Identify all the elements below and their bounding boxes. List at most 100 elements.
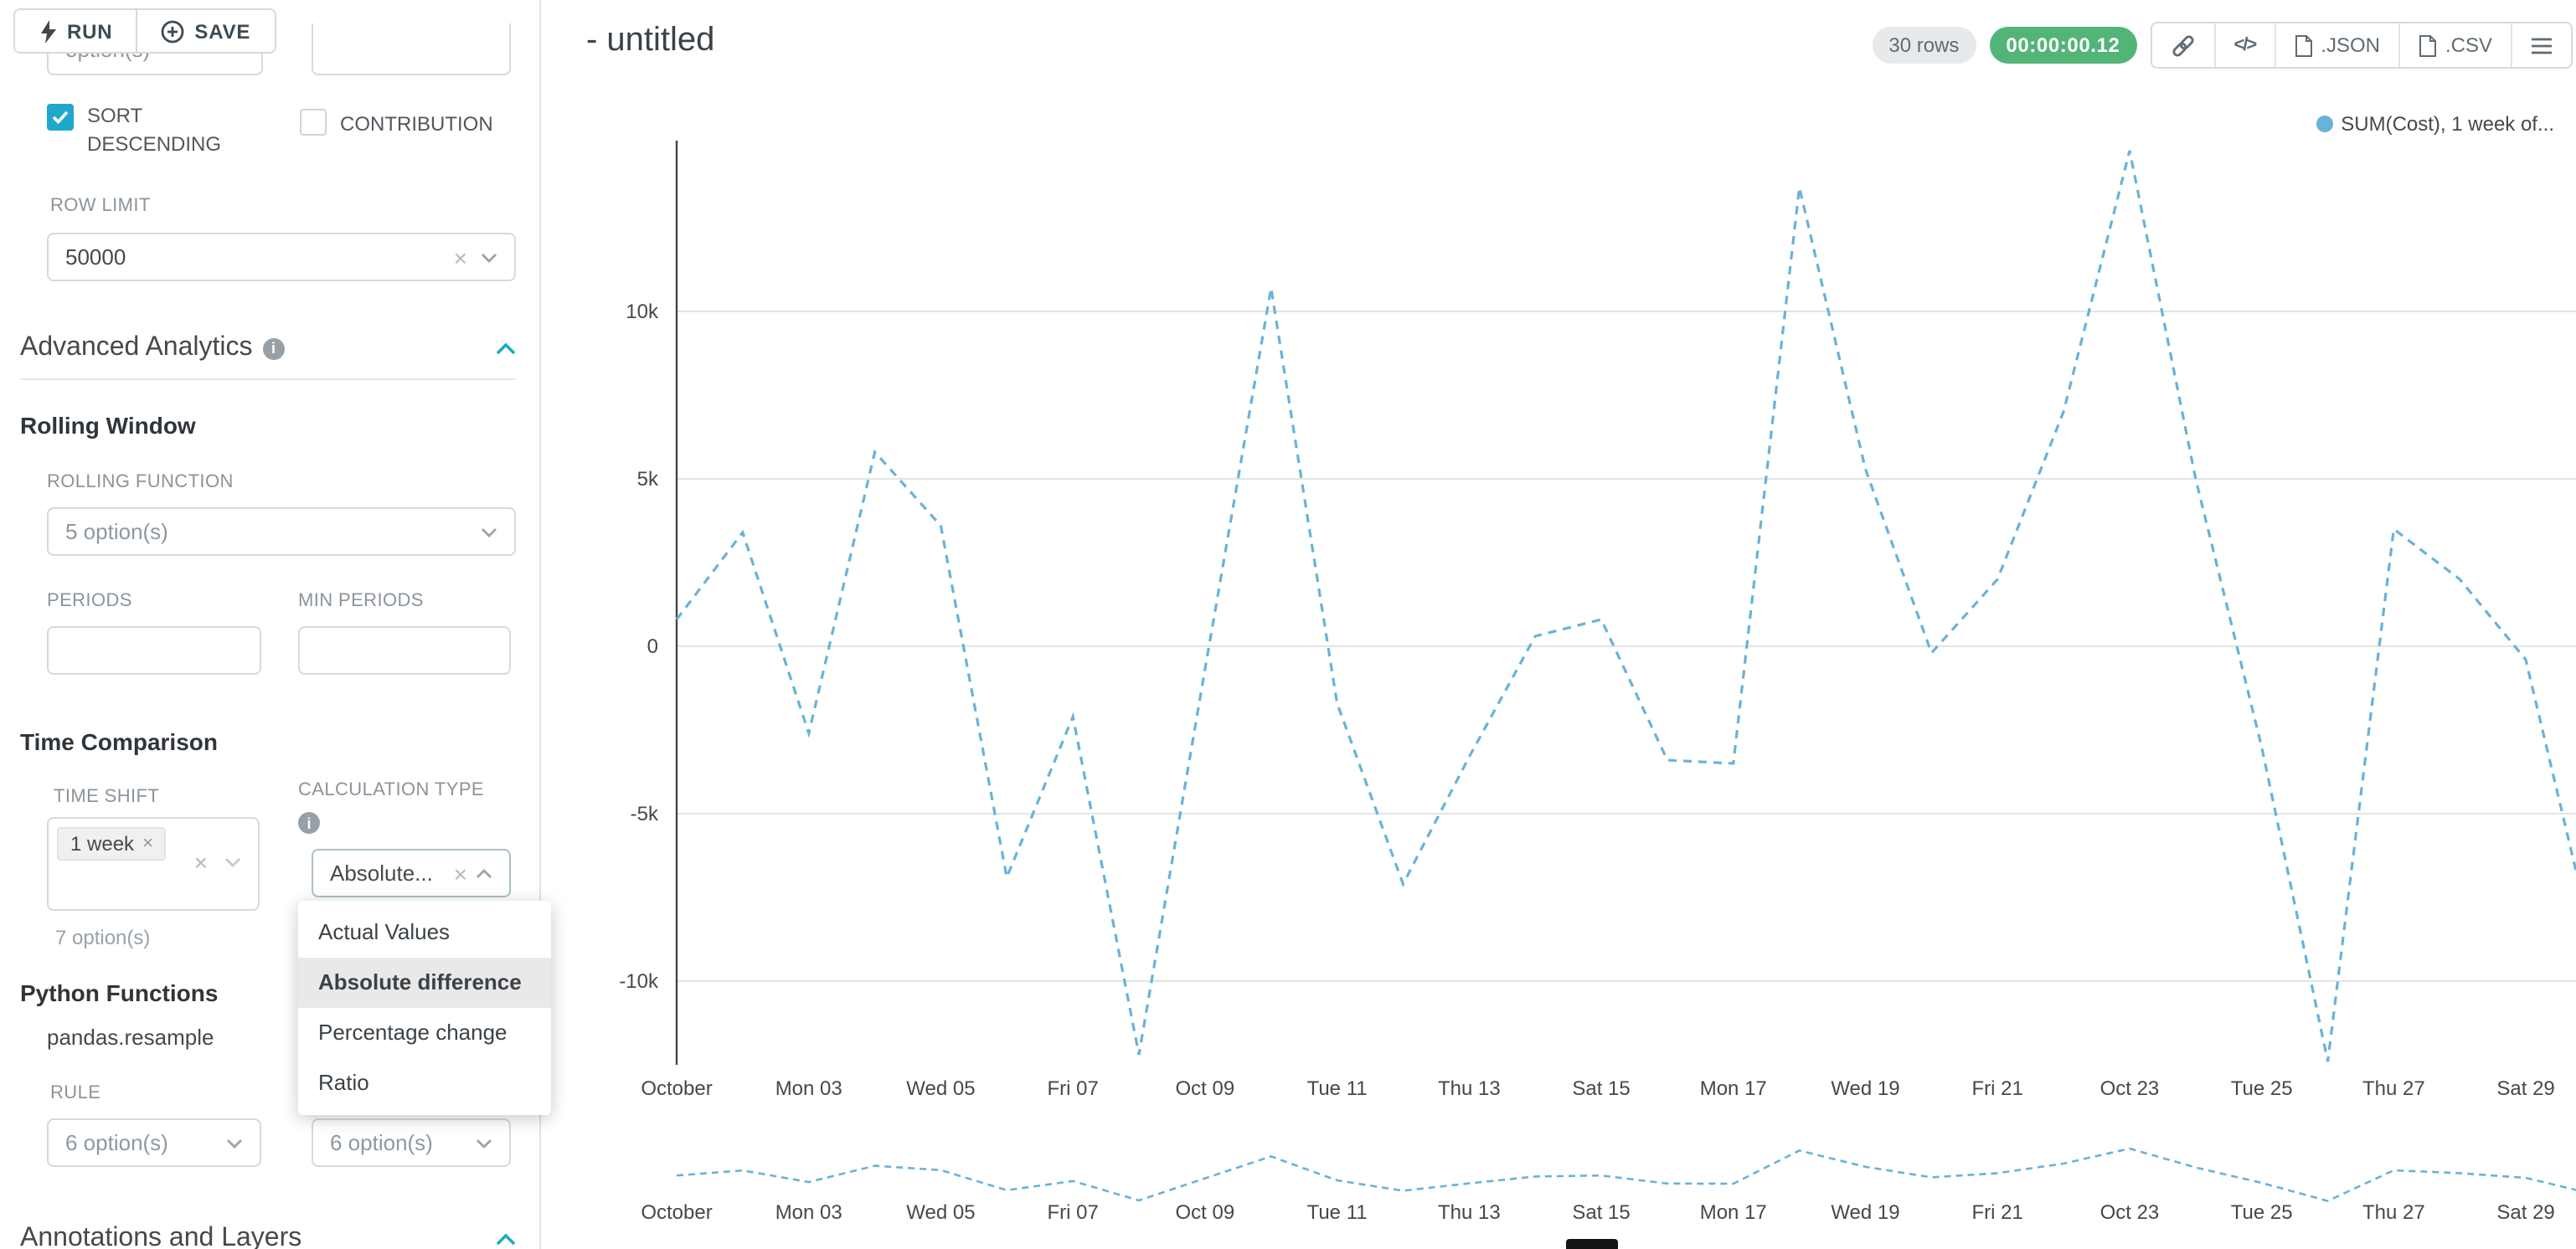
menu-item-ratio[interactable]: Ratio	[318, 1070, 369, 1095]
x-axis-tick-label: Sat 15	[1572, 1201, 1630, 1224]
x-axis-tick-label: Wed 19	[1831, 1077, 1899, 1100]
x-axis-tick-label: Sat 15	[1572, 1077, 1630, 1100]
periods-label: PERIODS	[47, 591, 132, 611]
min-periods-label: MIN PERIODS	[298, 591, 424, 611]
row-limit-label: ROW LIMIT	[50, 196, 151, 216]
pandas-resample-label: pandas.resample	[47, 1025, 214, 1050]
chart-title: - untitled	[586, 22, 715, 59]
rolling-function-label: ROLLING FUNCTION	[47, 472, 234, 492]
chevron-down-icon[interactable]	[476, 1138, 492, 1148]
x-axis-tick-label: Thu 27	[2362, 1077, 2425, 1100]
y-axis-tick-label: -5k	[631, 803, 659, 825]
clear-icon[interactable]: ×	[453, 860, 467, 887]
series-line	[675, 150, 2576, 1062]
legend-label: SUM(Cost), 1 week of...	[2341, 112, 2554, 136]
view-query-button[interactable]: </>	[2213, 23, 2275, 67]
partial-select-right[interactable]	[312, 23, 511, 75]
run-save-group: RUN SAVE	[13, 8, 276, 54]
chevron-down-icon[interactable]	[226, 1138, 243, 1148]
contribution-checkbox[interactable]	[300, 109, 327, 136]
clear-icon[interactable]: ×	[453, 244, 467, 270]
sort-descending-label[interactable]: SORT DESCENDING	[87, 104, 222, 156]
export-json-button[interactable]: .JSON	[2274, 23, 2398, 67]
code-icon: </>	[2233, 35, 2257, 55]
y-axis-tick-label: 10k	[626, 301, 659, 323]
x-axis-tick-label: Fri 21	[1972, 1201, 2023, 1224]
chevron-up-icon	[496, 1233, 516, 1246]
periods-input[interactable]	[47, 626, 261, 675]
row-limit-value: 50000	[65, 244, 126, 270]
python-functions-title: Python Functions	[20, 979, 219, 1006]
chevron-up-icon[interactable]	[476, 868, 492, 878]
time-shift-select[interactable]: 1 week × ×	[47, 817, 260, 911]
chart-legend[interactable]: SUM(Cost), 1 week of...	[2316, 112, 2554, 136]
save-button[interactable]: SAVE	[136, 10, 275, 52]
x-axis-tick-label: Tue 11	[1307, 1077, 1368, 1100]
chart-header-actions: 30 rows 00:00:00.12 </>	[1872, 22, 2573, 69]
query-timer-badge: 00:00:00.12	[1989, 27, 2137, 64]
x-axis-tick-label: Oct 09	[1176, 1077, 1235, 1100]
time-comparison-title: Time Comparison	[20, 728, 218, 755]
x-axis-tick-label: Mon 03	[775, 1077, 842, 1100]
x-axis-tick-label: Tue 11	[1307, 1201, 1368, 1224]
x-axis-tick-label: October	[641, 1077, 712, 1100]
x-axis-tick-label: Oct 09	[1176, 1201, 1235, 1224]
rolling-window-title: Rolling Window	[20, 412, 196, 439]
x-axis-tick-label: Oct 23	[2100, 1201, 2160, 1224]
chevron-down-icon[interactable]	[481, 252, 497, 262]
x-axis-tick-label: Wed 05	[906, 1201, 975, 1224]
y-axis-tick-label: -10k	[619, 970, 659, 993]
x-axis-tick-label: Mon 03	[775, 1201, 842, 1224]
check-icon	[52, 111, 69, 124]
mini-overview-chart[interactable]: October Mon 03 Wed 05 Fri 07 Oct 09 Tue 11 Thu…	[541, 1108, 2576, 1249]
export-button-group: </> .JSON .CSV	[2150, 22, 2573, 69]
clear-icon[interactable]: ×	[193, 849, 208, 876]
calculation-type-select[interactable]: Absolute... ×	[312, 849, 511, 897]
menu-item-actual-values[interactable]: Actual Values	[318, 919, 451, 944]
menu-item-percentage-change[interactable]: Percentage change	[318, 1020, 507, 1045]
min-periods-input[interactable]	[298, 626, 511, 675]
sort-descending-checkbox[interactable]	[47, 104, 74, 131]
csv-label: .CSV	[2445, 33, 2492, 57]
calculation-type-value: Absolute...	[330, 861, 433, 886]
annotations-title: Annotations and Layers	[20, 1224, 302, 1249]
more-options-button[interactable]	[2511, 23, 2571, 67]
export-csv-button[interactable]: .CSV	[2398, 23, 2511, 67]
chevron-down-icon[interactable]	[224, 857, 241, 867]
rule-value: 6 option(s)	[65, 1130, 168, 1155]
chart-area: - untitled 30 rows 00:00:00.12 </>	[541, 0, 2576, 1249]
tag-close-icon[interactable]: ×	[142, 834, 153, 854]
hamburger-icon	[2532, 37, 2552, 54]
info-icon: i	[262, 337, 285, 359]
x-axis-tick-label: Fri 21	[1972, 1077, 2023, 1100]
copy-link-button[interactable]	[2151, 23, 2214, 67]
collapse-toggle[interactable]	[496, 333, 516, 363]
rule-select[interactable]: 6 option(s)	[47, 1118, 261, 1167]
y-axis-tick-label: 0	[647, 635, 658, 658]
chevron-up-icon	[496, 342, 516, 355]
control-panel: option(s) RUN SAVE SORT DESC	[0, 0, 551, 1249]
x-axis-tick-label: Tue 25	[2231, 1201, 2293, 1224]
save-label: SAVE	[194, 19, 251, 43]
run-button[interactable]: RUN	[15, 10, 137, 52]
time-shift-tag: 1 week ×	[57, 827, 167, 861]
menu-item-absolute-difference[interactable]: Absolute difference	[298, 958, 551, 1008]
time-shift-label: TIME SHIFT	[54, 787, 160, 807]
annotations-header: Annotations and Layers	[20, 1224, 516, 1249]
row-limit-select[interactable]: 50000 ×	[47, 233, 516, 281]
advanced-analytics-title: Advanced Analytics	[20, 333, 253, 362]
chevron-down-icon[interactable]	[481, 527, 497, 537]
x-axis-tick-label: Sat 29	[2496, 1077, 2554, 1100]
x-axis-tick-label: Wed 19	[1831, 1201, 1899, 1224]
resample-method-select[interactable]: 6 option(s)	[312, 1118, 511, 1167]
rolling-function-select[interactable]: 5 option(s)	[47, 507, 516, 556]
bolt-icon	[41, 19, 56, 43]
main-line-chart: 10k 5k 0 -5k -10k October Mon 03 Wed 05 Fri 07 Oc…	[619, 141, 2576, 1100]
rule-label: RULE	[50, 1083, 101, 1103]
collapse-toggle[interactable]	[496, 1224, 516, 1249]
scroll-handle[interactable]	[1566, 1239, 1618, 1249]
x-axis-tick-label: Wed 05	[906, 1077, 975, 1100]
x-axis-tick-label: Mon 17	[1700, 1077, 1767, 1100]
contribution-label[interactable]: CONTRIBUTION	[340, 112, 493, 136]
